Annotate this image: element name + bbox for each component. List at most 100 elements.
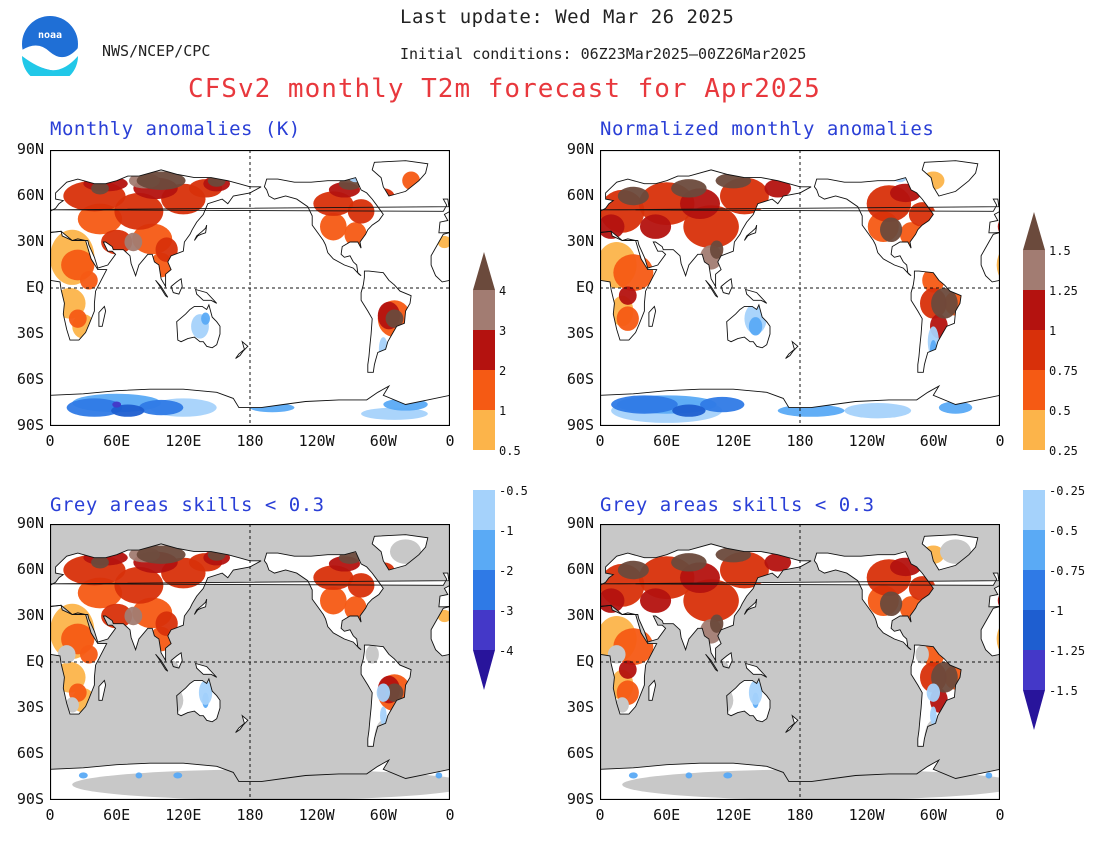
colorbar-segment <box>1023 570 1045 610</box>
colorbar-bottom-arrow <box>1023 690 1045 730</box>
lon-tick-label: 0 <box>445 432 455 450</box>
panel-4-title: Grey areas skills < 0.3 <box>600 494 875 516</box>
map-frame <box>600 524 1000 800</box>
lon-tick-label: 0 <box>995 806 1005 824</box>
lon-tick-label: 60W <box>919 806 947 824</box>
lat-tick-label: EQ <box>25 652 44 670</box>
lat-tick-label: 60N <box>16 186 44 204</box>
last-update: Last update: Wed Mar 26 2025 <box>400 6 735 28</box>
lat-tick-label: 60S <box>566 370 594 388</box>
lat-tick-label: 30S <box>566 698 594 716</box>
lat-tick-label: 30S <box>16 698 44 716</box>
lon-tick-label: 120W <box>298 432 335 450</box>
colorbar-segment <box>1023 650 1045 690</box>
lon-tick-label: 180 <box>236 806 264 824</box>
panel-3-title: Grey areas skills < 0.3 <box>50 494 325 516</box>
lon-tick-label: 0 <box>995 432 1005 450</box>
colorbar-label: -3 <box>499 604 513 618</box>
lat-tick-label: 30N <box>566 606 594 624</box>
colorbar-label: 0.5 <box>499 444 521 458</box>
colorbar-segment <box>473 370 495 410</box>
colorbar-label: -2 <box>499 564 513 578</box>
colorbar-segment <box>1023 490 1045 530</box>
map-frame <box>600 150 1000 426</box>
colorbar-label: -1 <box>499 524 513 538</box>
colorbar-label: 4 <box>499 284 506 298</box>
colorbar-label: -1.5 <box>1049 684 1078 698</box>
lon-tick-label: 120W <box>848 432 885 450</box>
map-panel-normalized-anomalies <box>600 150 1000 426</box>
lat-tick-label: 60N <box>566 560 594 578</box>
colorbar-segment <box>473 570 495 610</box>
svg-text:noaa: noaa <box>38 30 62 41</box>
colorbar-top-arrow <box>1023 212 1045 250</box>
map-panel-skill-masked-anomalies <box>50 524 450 800</box>
colorbar-label: 0.75 <box>1049 364 1078 378</box>
colorbar-label: 1.25 <box>1049 284 1078 298</box>
colorbar-segment <box>473 450 495 490</box>
lon-tick-label: 0 <box>445 806 455 824</box>
colorbar-label: 3 <box>499 324 506 338</box>
lat-tick-label: 90S <box>16 790 44 808</box>
map-frame <box>50 524 450 800</box>
colorbar-label: 1 <box>499 404 506 418</box>
colorbar-segment <box>473 330 495 370</box>
colorbar-label: 0.5 <box>1049 404 1071 418</box>
lon-tick-label: 180 <box>236 432 264 450</box>
lat-tick-label: 30N <box>566 232 594 250</box>
colorbar-label: -0.75 <box>1049 564 1085 578</box>
lon-tick-label: 180 <box>786 432 814 450</box>
colorbar-segment <box>1023 610 1045 650</box>
colorbar-label: -0.5 <box>499 484 528 498</box>
lat-tick-label: 30N <box>16 232 44 250</box>
colorbar-segment <box>1023 250 1045 290</box>
lat-tick-label: 60N <box>566 186 594 204</box>
colorbar-label: 0.25 <box>1049 444 1078 458</box>
colorbar-label: -0.25 <box>1049 484 1085 498</box>
colorbar-segment <box>1023 290 1045 330</box>
colorbar-label: -1.25 <box>1049 644 1085 658</box>
lon-tick-label: 60E <box>653 806 681 824</box>
lon-tick-label: 0 <box>595 432 605 450</box>
lon-tick-label: 0 <box>45 432 55 450</box>
colorbar-bottom-arrow <box>473 650 495 690</box>
lon-tick-label: 0 <box>45 806 55 824</box>
lon-tick-label: 120E <box>165 806 202 824</box>
colorbar-top-arrow <box>473 252 495 290</box>
lat-tick-label: 90N <box>16 140 44 158</box>
lat-tick-label: EQ <box>25 278 44 296</box>
lat-tick-label: 90S <box>566 416 594 434</box>
lat-tick-label: 60S <box>566 744 594 762</box>
lon-tick-label: 60E <box>103 432 131 450</box>
colorbar-label: 1.5 <box>1049 244 1071 258</box>
colorbar-segment <box>473 530 495 570</box>
lat-tick-label: 90N <box>566 514 594 532</box>
lon-tick-label: 60W <box>369 432 397 450</box>
lat-tick-label: 60N <box>16 560 44 578</box>
colorbar-label: -1 <box>1049 604 1063 618</box>
colorbar-segment <box>1023 330 1045 370</box>
lon-tick-label: 60W <box>919 432 947 450</box>
lat-tick-label: 60S <box>16 370 44 388</box>
colorbar-label: 2 <box>499 364 506 378</box>
page-title: CFSv2 monthly T2m forecast for Apr2025 <box>188 74 821 104</box>
colorbar-segment <box>473 290 495 330</box>
lat-tick-label: EQ <box>575 652 594 670</box>
colorbar-segment <box>1023 370 1045 410</box>
lat-tick-label: 90S <box>566 790 594 808</box>
lon-tick-label: 120W <box>298 806 335 824</box>
lat-tick-label: EQ <box>575 278 594 296</box>
initial-conditions: Initial conditions: 06Z23Mar2025—00Z26Ma… <box>400 45 807 63</box>
lat-tick-label: 90N <box>16 514 44 532</box>
agency-label: NWS/NCEP/CPC <box>102 42 211 60</box>
map-frame <box>50 150 450 426</box>
lat-tick-label: 30S <box>16 324 44 342</box>
colorbar-normalized: 1.5 1.25 1 0.75 0.5 0.25 -0.25 -0.5 -0.75 -1 -1.25… <box>1023 212 1085 730</box>
lon-tick-label: 60E <box>103 806 131 824</box>
colorbar-anomalies-k: 4 3 2 1 0.5 -0.5 -1 -2 -3 -4 <box>473 252 528 690</box>
colorbar-label: -4 <box>499 644 513 658</box>
lon-tick-label: 120E <box>165 432 202 450</box>
noaa-logo: noaa <box>18 12 82 84</box>
colorbar-segment <box>1023 450 1045 490</box>
colorbar-segment <box>473 610 495 650</box>
